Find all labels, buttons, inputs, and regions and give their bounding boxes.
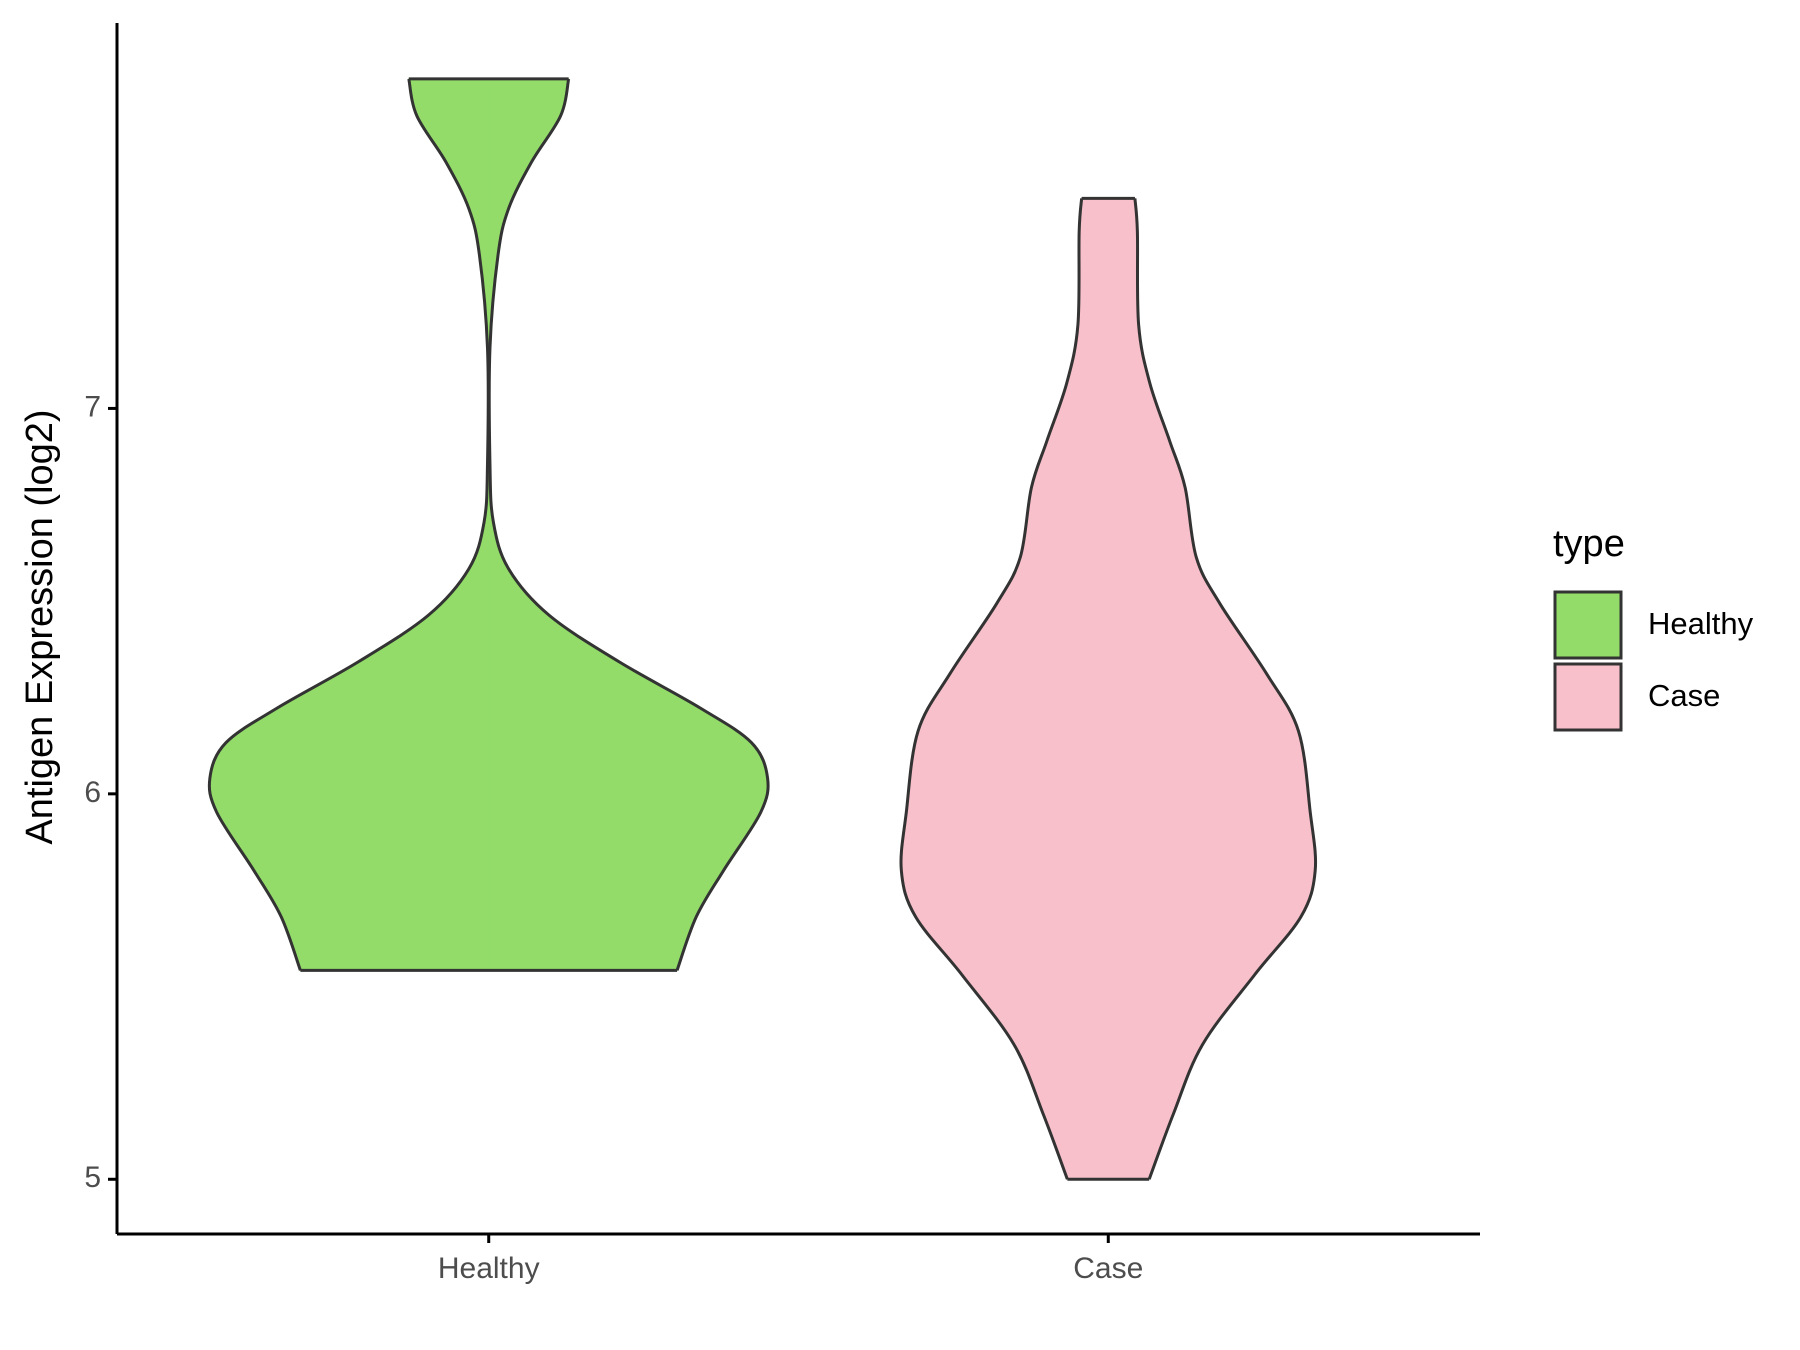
legend-key <box>1553 662 1623 732</box>
legend-title: type <box>1553 523 1625 565</box>
y-axis-title: Antigen Expression (log2) <box>19 409 61 844</box>
legend-key <box>1553 590 1623 660</box>
y-tick-label: 6 <box>84 776 101 809</box>
violin-outline <box>899 198 1084 1180</box>
violin-half-fill <box>488 78 769 971</box>
violin-outline <box>207 78 490 971</box>
x-tick-label: Case <box>1073 1252 1143 1285</box>
legend-label: Healthy <box>1648 606 1754 641</box>
violin-outline <box>487 78 770 971</box>
violin-outline <box>1133 198 1318 1180</box>
legend-label: Case <box>1648 678 1720 713</box>
x-tick-label: Healthy <box>438 1252 540 1285</box>
y-tick-label: 7 <box>84 390 101 423</box>
violin-half-fill <box>208 78 490 971</box>
y-tick-label: 5 <box>84 1161 101 1194</box>
